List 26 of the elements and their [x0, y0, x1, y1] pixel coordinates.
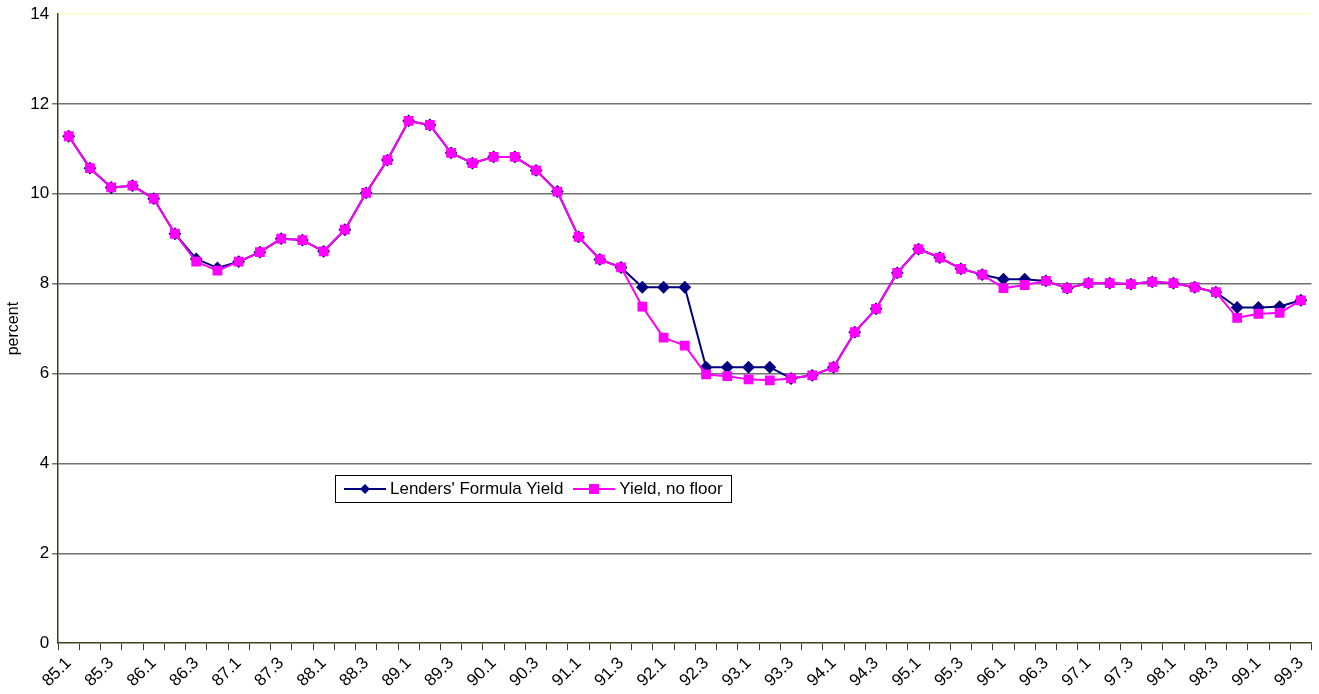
x-tick-label: 87.1: [207, 653, 245, 690]
x-tick-label: 93.1: [717, 653, 755, 690]
x-tick-label: 99.1: [1227, 653, 1265, 690]
x-tick-label: 85.1: [38, 653, 75, 690]
y-tick-label: 10: [30, 183, 50, 203]
x-tick-label: 86.1: [123, 653, 160, 690]
y-tick-label: 6: [39, 363, 50, 383]
x-tick-label: 91.1: [547, 653, 585, 690]
x-tick-label: 97.1: [1057, 653, 1095, 690]
y-tick-label: 0: [39, 632, 50, 652]
x-tick-label: 94.1: [802, 653, 840, 690]
x-tick-label: 88.1: [292, 653, 330, 690]
x-tick-label: 89.1: [377, 653, 415, 690]
x-tick-label: 98.1: [1142, 653, 1180, 690]
y-tick-label: 14: [30, 3, 50, 23]
y-tick-label: 8: [39, 273, 50, 293]
x-tick-label: 92.1: [632, 653, 670, 690]
x-tick-label: 90.1: [462, 653, 500, 690]
y-tick-label: 2: [39, 542, 50, 562]
y-tick-label: 4: [39, 453, 50, 473]
y-axis-title: percent: [4, 301, 22, 356]
x-tick-label: 95.1: [887, 653, 925, 690]
x-tick-label: 96.1: [972, 653, 1010, 690]
legend-label: Lenders' Formula Yield: [390, 479, 564, 499]
legend-label: Yield, no floor: [619, 479, 723, 499]
y-tick-label: 12: [30, 93, 50, 113]
